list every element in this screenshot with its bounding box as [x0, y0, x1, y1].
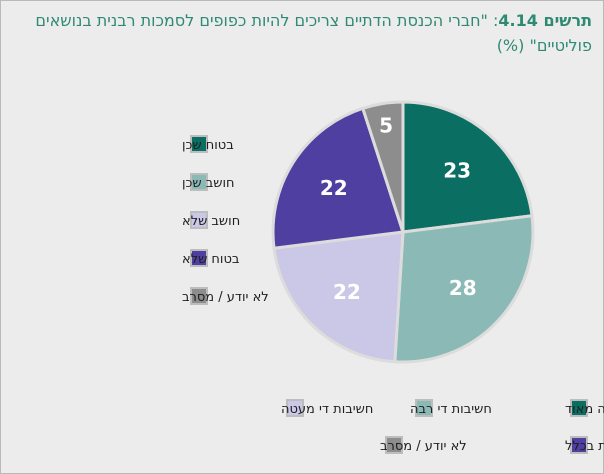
- bottom-legend-label-0: חשיבות רבה מאוד: [565, 402, 604, 417]
- pie-slice-label-1: 28: [449, 276, 477, 300]
- pie-slice-1: [393, 214, 535, 364]
- pie-slice-4: [361, 100, 405, 234]
- side-legend-swatch-4: [190, 287, 208, 305]
- bottom-legend-label-2: חשיבות די מעטה: [281, 402, 373, 417]
- pie-group: 23 28 22 22 5: [271, 100, 535, 364]
- side-legend-swatch-2: [190, 211, 208, 229]
- bottom-legend-swatch-2: [286, 399, 304, 417]
- side-legend-swatch-3: [190, 249, 208, 267]
- side-legend-label-2: חושב שלא: [182, 214, 240, 229]
- bottom-legend-swatch-3: [570, 436, 588, 454]
- title-text: : "חברי הכנסת הדתיים צריכים להיות כפופים…: [35, 11, 592, 55]
- title-number: 4.14: [498, 11, 538, 30]
- chart-title: תרשים 4.14: "חברי הכנסת הדתיים צריכים לה…: [12, 8, 592, 58]
- bottom-legend: חשיבות רבה מאוד חשיבות די רבה חשיבות די מע…: [281, 399, 604, 454]
- pie-slice-label-3: 22: [320, 176, 348, 200]
- side-legend-label-4: לא יודע / מסרב: [182, 290, 269, 305]
- side-legend: בטוח שכן חושב שכן חושב שלא בטוח שלא לא יודע …: [182, 135, 269, 305]
- pie-slice-0: [401, 100, 534, 234]
- pie-slice-2: [272, 230, 405, 364]
- bottom-legend-swatch-1: [415, 399, 433, 417]
- bottom-legend-swatch-0: [570, 399, 588, 417]
- side-legend-label-0: בטוח שכן: [182, 138, 234, 153]
- pie-slice-label-2: 22: [333, 280, 361, 304]
- side-legend-label-1: חושב שכן: [182, 176, 235, 191]
- pie-slice-label-0: 23: [443, 159, 471, 183]
- bottom-legend-label-4: לא יודע / מסרב: [380, 439, 467, 454]
- side-legend-swatch-0: [190, 135, 208, 153]
- side-legend-swatch-1: [190, 173, 208, 191]
- bottom-legend-swatch-4: [385, 436, 403, 454]
- pie-slice-3: [271, 106, 405, 250]
- title-prefix: תרשים: [543, 11, 592, 30]
- bottom-legend-label-3: לא תהיה חשיבות בכלל: [565, 439, 604, 454]
- bottom-legend-label-1: חשיבות די רבה: [410, 402, 492, 417]
- pie-slice-label-4: 5: [379, 113, 393, 137]
- side-legend-label-3: בטוח שלא: [182, 252, 239, 267]
